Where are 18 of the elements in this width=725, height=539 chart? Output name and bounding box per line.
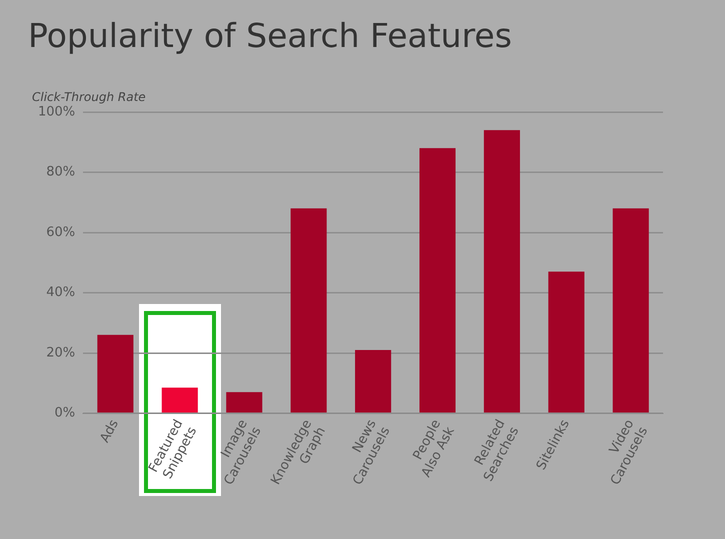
bar: [548, 272, 584, 413]
bar: [612, 208, 649, 413]
y-tick-label: 80%: [46, 164, 76, 180]
chart-title: Popularity of Search Features: [28, 16, 512, 55]
y-axis-title: Click-Through Rate: [32, 90, 146, 104]
bar: [97, 334, 134, 413]
bar: [290, 208, 327, 413]
y-tick-label: 0%: [54, 406, 76, 421]
y-tick-label: 20%: [46, 345, 76, 360]
x-tick-label: Ads: [98, 417, 122, 446]
y-tick-label: 40%: [46, 285, 76, 300]
y-tick-label: 60%: [46, 224, 76, 240]
bar: [226, 392, 262, 413]
y-tick-label: 100%: [38, 104, 76, 120]
bar: [419, 148, 456, 413]
bar: [355, 350, 392, 413]
bar: [162, 388, 198, 413]
bar: [484, 130, 520, 413]
